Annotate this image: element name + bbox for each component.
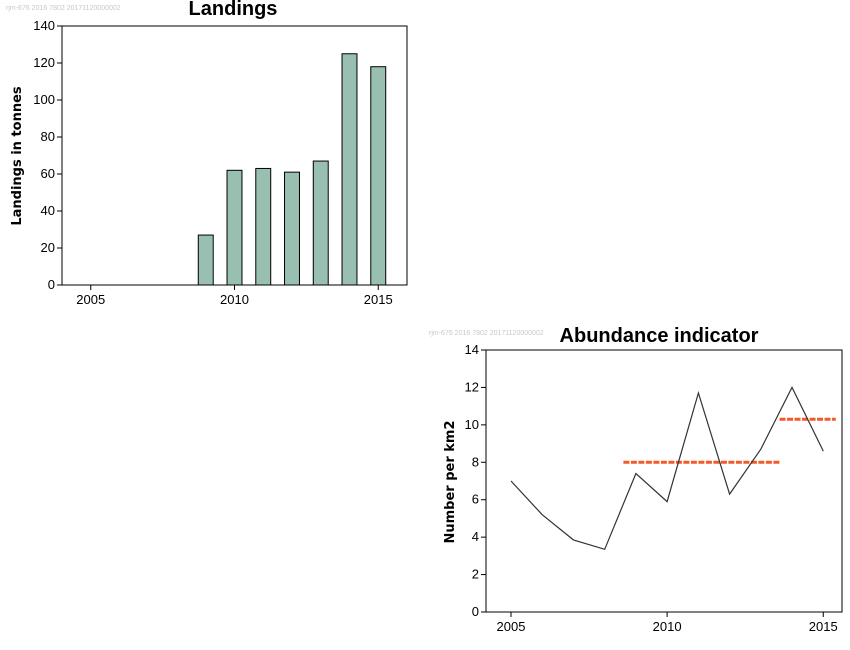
landings-y-tick-label: 0: [48, 277, 55, 292]
abundance-y-tick-label: 12: [465, 379, 479, 394]
abundance-x-tick-label: 2005: [497, 619, 526, 634]
landings-y-tick-label: 80: [41, 129, 55, 144]
landings-watermark: rjm-676 2016 7802 20171120000002: [6, 5, 121, 12]
landings-bar-2011: [255, 167, 272, 286]
abundance-point-2015: [822, 450, 824, 452]
landings-bar-2012: [284, 171, 300, 286]
abundance-y-tick-label: 14: [465, 342, 479, 357]
landings-bar-2014: [341, 53, 358, 286]
abundance-y-tick-label: 8: [472, 454, 479, 469]
abundance-point-2014: [791, 386, 793, 388]
landings-bar-2010: [226, 169, 243, 286]
abundance-point-2011: [697, 392, 699, 394]
landings-y-tick-label: 60: [41, 166, 55, 181]
abundance-y-axis-label: Number per km2: [443, 420, 458, 543]
landings-bar-2009: [197, 234, 214, 286]
abundance-y-tick-label: 6: [472, 492, 479, 507]
abundance-watermark: rjm-676 2016 7802 20171120000002: [429, 330, 544, 337]
abundance-plot-frame: [485, 349, 843, 613]
abundance-chart-svg: rjm-676 2016 7802 20171120000002 Abundan…: [429, 325, 843, 634]
landings-x-tick-label: 2005: [76, 292, 105, 307]
landings-y-tick-label: 100: [33, 92, 55, 107]
landings-plot-area: 0 20 40 60 80 100 120 140 2005 2010 2015: [33, 18, 408, 307]
landings-bar-2013: [312, 160, 329, 286]
abundance-chart: rjm-676 2016 7802 20171120000002 Abundan…: [420, 320, 848, 650]
landings-y-tick-label: 140: [33, 18, 55, 33]
landings-bar-2015: [370, 66, 387, 286]
abundance-x-tick-label: 2015: [809, 619, 838, 634]
abundance-point-2012: [729, 493, 731, 495]
abundance-title: Abundance indicator: [560, 325, 759, 347]
landings-y-axis-label: Landings in tonnes: [10, 86, 25, 226]
abundance-point-2013: [760, 448, 762, 450]
landings-y-tick-label: 20: [41, 240, 55, 255]
landings-chart: rjm-676 2016 7802 20171120000002 Landing…: [0, 0, 420, 320]
abundance-point-2006: [541, 514, 543, 516]
abundance-plot-area: 0 2 4 6 8 10 12 14 2005 2010 2015: [465, 342, 843, 634]
landings-x-tick-label: 2010: [220, 292, 249, 307]
abundance-y-tick-label: 0: [472, 604, 479, 619]
abundance-series-line: [510, 386, 824, 551]
abundance-y-tick-label: 10: [465, 417, 479, 432]
landings-y-tick-label: 120: [33, 55, 55, 70]
abundance-x-tick-label: 2010: [653, 619, 682, 634]
abundance-point-2008: [604, 548, 606, 550]
abundance-point-2009: [635, 473, 637, 475]
landings-x-tick-label: 2015: [364, 292, 393, 307]
landings-title: Landings: [189, 0, 278, 20]
landings-chart-svg: rjm-676 2016 7802 20171120000002 Landing…: [6, 0, 408, 307]
abundance-point-2007: [572, 539, 574, 541]
landings-y-tick-label: 40: [41, 203, 55, 218]
abundance-y-tick-label: 2: [472, 567, 479, 582]
abundance-point-2010: [666, 501, 668, 503]
abundance-point-2005: [510, 480, 512, 482]
abundance-y-tick-label: 4: [472, 529, 479, 544]
